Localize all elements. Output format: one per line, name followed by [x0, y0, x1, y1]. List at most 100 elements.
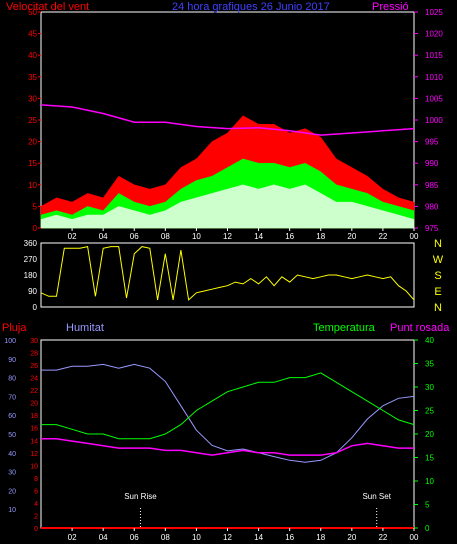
wind-x-tick-label: 04	[99, 232, 108, 241]
climate-x-tick-label: 20	[347, 533, 356, 542]
wind-left-tick-label: 40	[28, 51, 37, 60]
humidity-tick-label: 70	[8, 394, 16, 401]
temperature-tick-label: 40	[425, 336, 434, 345]
wind-x-tick-label: 14	[254, 232, 263, 241]
temperature-tick-label: 10	[425, 477, 434, 486]
wind-right-tick-label: 1020	[425, 30, 443, 39]
wind-x-tick-label: 08	[161, 232, 170, 241]
wind-right-tick-label: 985	[425, 181, 439, 190]
climate-x-tick-label: 10	[192, 533, 201, 542]
wind-left-tick-label: 5	[33, 202, 38, 211]
temperature-tick-label: 0	[425, 524, 430, 533]
rain-tick-label: 14	[30, 438, 38, 445]
wind-x-tick-label: 16	[285, 232, 294, 241]
dewpoint-line	[41, 437, 414, 456]
climate-x-tick-label: 04	[99, 533, 108, 542]
temperature-tick-label: 15	[425, 454, 434, 463]
humidity-tick-label: 50	[8, 432, 16, 439]
direction-right-tick-label: N	[434, 302, 442, 314]
wind-right-tick-label: 1010	[425, 73, 443, 82]
wind-x-tick-label: 00	[410, 232, 419, 241]
direction-right-tick-label: W	[433, 254, 444, 266]
temperature-line	[41, 372, 415, 440]
humidity-tick-label: 90	[8, 357, 16, 364]
sun-marker-label: Sun Rise	[124, 492, 157, 501]
rain-tick-label: 30	[30, 338, 38, 345]
wind-right-axis-title: Pressió	[372, 1, 409, 13]
temperature-tick-label: 5	[425, 501, 430, 510]
wind-left-tick-label: 20	[28, 138, 37, 147]
rain-tick-label: 22	[30, 388, 38, 395]
wind-right-tick-label: 980	[425, 202, 439, 211]
rain-tick-label: 26	[30, 363, 38, 370]
rain-tick-label: 8	[34, 476, 38, 483]
humidity-tick-label: 40	[8, 451, 16, 458]
climate-x-tick-label: 00	[410, 533, 419, 542]
rain-tick-label: 6	[34, 488, 38, 495]
sun-marker-label: Sun Set	[362, 492, 391, 501]
direction-left-tick-label: 90	[28, 287, 37, 296]
direction-right-tick-label: N	[434, 238, 442, 250]
wind-right-tick-label: 995	[425, 138, 439, 147]
direction-left-tick-label: 180	[24, 271, 38, 280]
wind-left-tick-label: 0	[33, 224, 38, 233]
climate-x-tick-label: 06	[130, 533, 139, 542]
rain-tick-label: 28	[30, 351, 38, 358]
rain-tick-label: 20	[30, 401, 38, 408]
rain-axis-title: Pluja	[2, 322, 27, 334]
rain-tick-label: 24	[30, 376, 38, 383]
wind-left-tick-label: 45	[28, 30, 37, 39]
climate-x-tick-label: 14	[254, 533, 263, 542]
rain-tick-label: 12	[30, 451, 38, 458]
direction-right-tick-label: E	[434, 286, 441, 298]
rain-tick-label: 18	[30, 413, 38, 420]
wind-right-tick-label: 1025	[425, 8, 443, 17]
wind-left-tick-label: 50	[28, 8, 37, 17]
wind-x-tick-label: 12	[223, 232, 232, 241]
humidity-line	[41, 363, 415, 463]
direction-left-tick-label: 0	[33, 303, 38, 312]
wind-chart-title: 24 hora grafiques 26 Junio 2017	[172, 1, 330, 13]
climate-x-tick-label: 16	[285, 533, 294, 542]
wind-panel: Velocitat del vent 24 hora grafiques 26 …	[6, 1, 443, 241]
climate-x-tick-label: 12	[223, 533, 232, 542]
temperature-axis-title: Temperatura	[313, 322, 376, 334]
wind-left-tick-label: 25	[28, 116, 37, 125]
pressure-line	[40, 104, 415, 136]
climate-x-tick-label: 18	[316, 533, 325, 542]
humidity-tick-label: 60	[8, 413, 16, 420]
wind-x-tick-label: 20	[347, 232, 356, 241]
wind-right-tick-label: 1005	[425, 94, 443, 103]
rain-tick-label: 10	[30, 463, 38, 470]
wind-left-tick-label: 30	[28, 94, 37, 103]
wind-x-tick-label: 06	[130, 232, 139, 241]
wind-right-tick-label: 975	[425, 224, 439, 233]
direction-left-tick-label: 360	[24, 239, 38, 248]
wind-right-tick-label: 1000	[425, 116, 443, 125]
temperature-tick-label: 20	[425, 430, 434, 439]
wind-x-tick-label: 02	[68, 232, 77, 241]
dewpoint-axis-title: Punt rosada	[390, 322, 450, 334]
humidity-tick-label: 30	[8, 470, 16, 477]
direction-right-tick-label: S	[434, 270, 441, 282]
rain-tick-label: 4	[34, 501, 38, 508]
wind-x-tick-label: 22	[378, 232, 387, 241]
wind-right-tick-label: 990	[425, 159, 439, 168]
wind-left-tick-label: 15	[28, 159, 37, 168]
temperature-tick-label: 30	[425, 383, 434, 392]
direction-plot-frame	[40, 242, 415, 308]
wind-x-tick-label: 10	[192, 232, 201, 241]
wind-left-tick-label: 35	[28, 73, 37, 82]
humidity-tick-label: 100	[4, 338, 16, 345]
wind-area-series	[40, 184, 415, 229]
wind-right-tick-label: 1015	[425, 51, 443, 60]
humidity-axis-title: Humitat	[66, 322, 104, 334]
humidity-tick-label: 20	[8, 488, 16, 495]
climate-x-tick-label: 22	[378, 533, 387, 542]
climate-x-tick-label: 02	[68, 533, 77, 542]
rain-tick-label: 2	[34, 513, 38, 520]
rain-tick-label: 16	[30, 426, 38, 433]
direction-line	[40, 245, 415, 301]
